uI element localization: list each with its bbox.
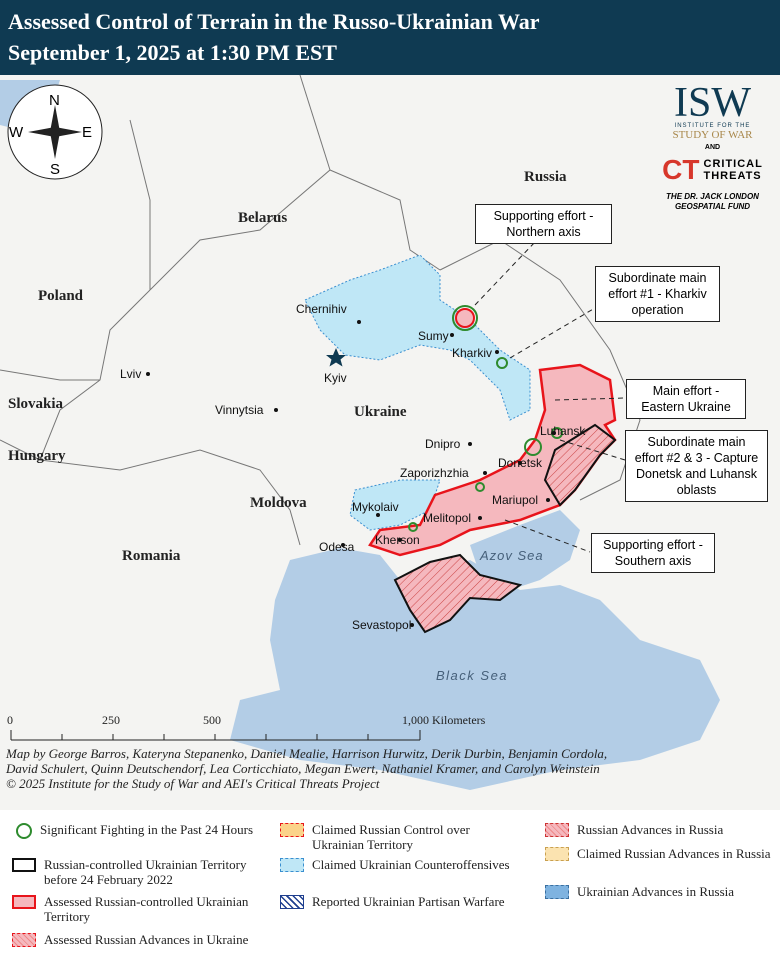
title-line-1: Assessed Control of Terrain in the Russo… (8, 9, 540, 34)
map-svg: Chernihiv Kyiv Sumy Kharkiv Lviv Vinnyts… (0, 75, 720, 790)
azov-sea (470, 510, 580, 590)
city-mariupol: Mariupol (492, 493, 538, 507)
city-dots (146, 320, 556, 627)
legend-item-partisan: Reported Ukrainian Partisan Warfare (280, 894, 525, 909)
city-luhansk: Luhansk (540, 424, 586, 438)
credits-authors: Map by George Barros, Kateryna Stepanenk… (6, 746, 608, 776)
country-poland: Poland (38, 288, 84, 304)
scale-bar (10, 730, 421, 741)
isw-ct-logo: ISW INSTITUTE FOR THE STUDY OF WAR AND C… (650, 80, 775, 212)
logo-and: AND (704, 144, 721, 151)
city-dnipro: Dnipro (425, 437, 461, 451)
callout-northern-axis: Supporting effort - Northern axis (475, 204, 612, 244)
azov-sea-label: Azov Sea (479, 548, 544, 563)
legend-item-claimed-russia: Claimed Russian Advances in Russia (545, 846, 778, 861)
city-odesa: Odesa (319, 540, 355, 554)
city-zaporizhzhia: Zaporizhzhia (400, 466, 469, 480)
city-sumy: Sumy (418, 329, 449, 343)
callout-eastern-ukraine: Main effort - Eastern Ukraine (626, 379, 746, 419)
black-sea-label: Black Sea (436, 668, 508, 683)
scale-500: 500 (203, 713, 221, 727)
callout-donetsk-luhansk: Subordinate main effort #2 & 3 - Capture… (625, 430, 768, 502)
sumy-salient (455, 308, 475, 328)
russian-controlled-territory (368, 363, 617, 557)
legend-item-russian-advances: Assessed Russian Advances in Ukraine (12, 932, 267, 947)
fund-line1: THE DR. JACK LONDON (666, 192, 759, 201)
claimed-ukrainian-counteroffensive (304, 254, 531, 421)
legend-item-russian-advances-russia: Russian Advances in Russia (545, 822, 778, 837)
city-kyiv: Kyiv (324, 371, 347, 385)
ct-logo-mark: CT (662, 154, 700, 185)
callout-southern-axis: Supporting effort - Southern axis (591, 533, 715, 573)
city-sevastopol: Sevastopol (352, 618, 411, 632)
legend-item-ukr-advances-russia: Ukrainian Advances in Russia (545, 884, 778, 899)
country-belarus: Belarus (238, 210, 287, 226)
black-sea (230, 548, 720, 790)
callout-leaders (474, 241, 626, 553)
crimea (393, 553, 523, 634)
legend-item-fighting: Significant Fighting in the Past 24 Hour… (12, 822, 267, 839)
compass-e: E (82, 124, 92, 141)
city-kherson: Kherson (375, 533, 420, 547)
country-moldova: Moldova (250, 495, 307, 511)
kyiv-star-icon (326, 348, 346, 367)
legend-item-russian-control: Assessed Russian-controlled Ukrainian Te… (12, 894, 267, 924)
country-russia: Russia (524, 169, 567, 185)
callout-kharkiv-operation: Subordinate main effort #1 - Kharkiv ope… (595, 266, 720, 322)
country-ukraine: Ukraine (354, 404, 407, 420)
ct-text1: CRITICAL (703, 158, 763, 170)
russian-controlled-before-2022 (543, 423, 617, 507)
city-kharkiv: Kharkiv (452, 346, 492, 360)
map-area[interactable]: Chernihiv Kyiv Sumy Kharkiv Lviv Vinnyts… (0, 75, 780, 810)
ct-text2: THREATS (703, 170, 762, 182)
legend: Significant Fighting in the Past 24 Hour… (0, 810, 780, 975)
legend-item-pre-2022: Russian-controlled Ukrainian Territory b… (12, 857, 267, 887)
significant-fighting-markers (408, 305, 563, 532)
map-title: Assessed Control of Terrain in the Russo… (0, 0, 780, 75)
isw-sub1: INSTITUTE FOR THE (674, 123, 751, 129)
city-mykolaiv: Mykolaiv (352, 500, 399, 514)
city-chernihiv: Chernihiv (296, 302, 347, 316)
legend-item-ukr-counter: Claimed Ukrainian Counteroffensives (280, 857, 525, 872)
scale-250: 250 (102, 713, 120, 727)
legend-item-claimed-russian: Claimed Russian Control over Ukrainian T… (280, 822, 525, 852)
claimed-ukrainian-counteroffensive-south (349, 479, 441, 531)
country-slovakia: Slovakia (8, 396, 64, 412)
compass-w: W (9, 124, 24, 141)
country-romania: Romania (122, 548, 181, 564)
title-date: September 1, 2025 at 1:30 PM EST (8, 40, 337, 65)
scale-1000: 1,000 Kilometers (402, 713, 486, 727)
city-vinnytsia: Vinnytsia (215, 403, 264, 417)
compass-icon: N S E W (7, 84, 103, 180)
compass-s: S (50, 161, 60, 178)
country-hungary: Hungary (8, 448, 66, 464)
fund-line2: GEOSPATIAL FUND (674, 202, 751, 211)
city-donetsk: Donetsk (498, 456, 543, 470)
city-lviv: Lviv (120, 367, 141, 381)
city-melitopol: Melitopol (423, 511, 471, 525)
credits-copyright: © 2025 Institute for the Study of War an… (6, 776, 380, 791)
compass-n: N (49, 92, 60, 109)
scale-0: 0 (7, 713, 13, 727)
isw-sub2: STUDY OF WAR (672, 129, 753, 141)
map-credits: Map by George Barros, Kateryna Stepanenk… (6, 746, 616, 791)
isw-logo-text: ISW (674, 80, 751, 126)
